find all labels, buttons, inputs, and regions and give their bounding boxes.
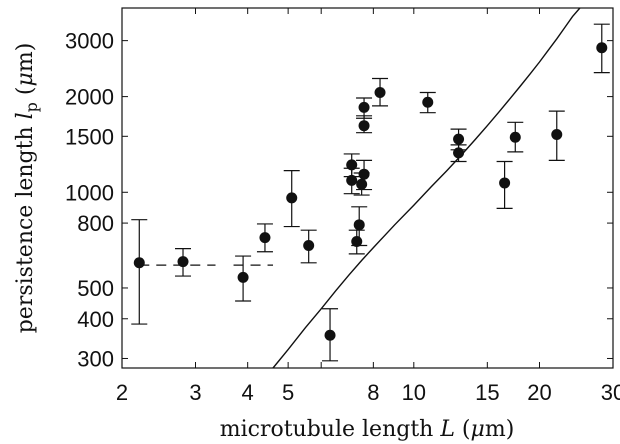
data-point bbox=[356, 178, 368, 190]
y-tick-label: 3000 bbox=[65, 29, 114, 54]
y-tick-label: 300 bbox=[77, 346, 114, 371]
y-axis-label-mu: μ bbox=[13, 72, 38, 86]
y-axis-label-open: ( bbox=[13, 86, 38, 102]
data-point bbox=[358, 168, 370, 180]
x-ticks: 2 3 4 5 8 10 15 20 30 bbox=[116, 8, 620, 405]
y-axis-label-var: l bbox=[13, 112, 38, 119]
x-axis-label-unit: m) bbox=[485, 417, 514, 442]
y-tick-label: 400 bbox=[77, 307, 114, 332]
data-point bbox=[353, 219, 365, 231]
y-axis-label: persistence length lp (μm) bbox=[13, 43, 41, 334]
data-point bbox=[133, 257, 145, 269]
data-point bbox=[596, 42, 608, 54]
x-axis-label: microtubule length L (μm) bbox=[220, 417, 515, 442]
data-point bbox=[453, 147, 465, 159]
data-point bbox=[422, 96, 434, 108]
data-point bbox=[509, 131, 521, 143]
y-tick-label: 1500 bbox=[65, 124, 114, 149]
x-axis-label-text: microtubule length bbox=[220, 417, 441, 442]
x-axis-label-mu: μ bbox=[471, 417, 485, 442]
data-point bbox=[453, 133, 465, 145]
x-tick-label: 3 bbox=[189, 380, 201, 405]
y-axis-label-unit: m) bbox=[13, 43, 38, 72]
data-point bbox=[259, 232, 271, 244]
y-tick-label: 800 bbox=[77, 211, 114, 236]
data-point bbox=[551, 128, 563, 140]
data-point bbox=[303, 240, 315, 252]
x-axis-label-open: ( bbox=[455, 417, 471, 442]
data-point bbox=[351, 236, 363, 248]
x-tick-label: 30 bbox=[601, 380, 620, 405]
data-points bbox=[133, 42, 608, 341]
y-ticks: 300 400 500 800 1000 1500 2000 3000 bbox=[65, 29, 613, 371]
y-tick-label: 1000 bbox=[65, 180, 114, 205]
y-axis-label-text: persistence length bbox=[13, 119, 38, 333]
x-tick-label: 8 bbox=[367, 380, 379, 405]
x-tick-label: 10 bbox=[402, 380, 426, 405]
error-bars bbox=[131, 23, 610, 362]
x-tick-label: 2 bbox=[116, 380, 128, 405]
x-tick-label: 4 bbox=[242, 380, 254, 405]
data-point bbox=[286, 192, 298, 204]
plot-frame bbox=[121, 7, 614, 369]
x-axis-label-var: L bbox=[439, 417, 455, 442]
data-point bbox=[374, 87, 386, 99]
data-point bbox=[237, 271, 249, 283]
data-point bbox=[499, 177, 511, 189]
x-tick-label: 5 bbox=[282, 380, 294, 405]
y-tick-label: 500 bbox=[77, 276, 114, 301]
fit-curve-group bbox=[272, 7, 581, 369]
y-tick-label: 2000 bbox=[65, 85, 114, 110]
data-point bbox=[358, 120, 370, 132]
x-tick-label: 20 bbox=[527, 380, 551, 405]
x-tick-label: 15 bbox=[475, 380, 499, 405]
data-point bbox=[324, 329, 336, 341]
data-point bbox=[177, 256, 189, 268]
y-axis-label-sub: p bbox=[22, 102, 41, 112]
data-point bbox=[346, 159, 358, 171]
data-point bbox=[358, 101, 370, 113]
data-point bbox=[346, 174, 358, 186]
fit-curve bbox=[272, 7, 581, 369]
